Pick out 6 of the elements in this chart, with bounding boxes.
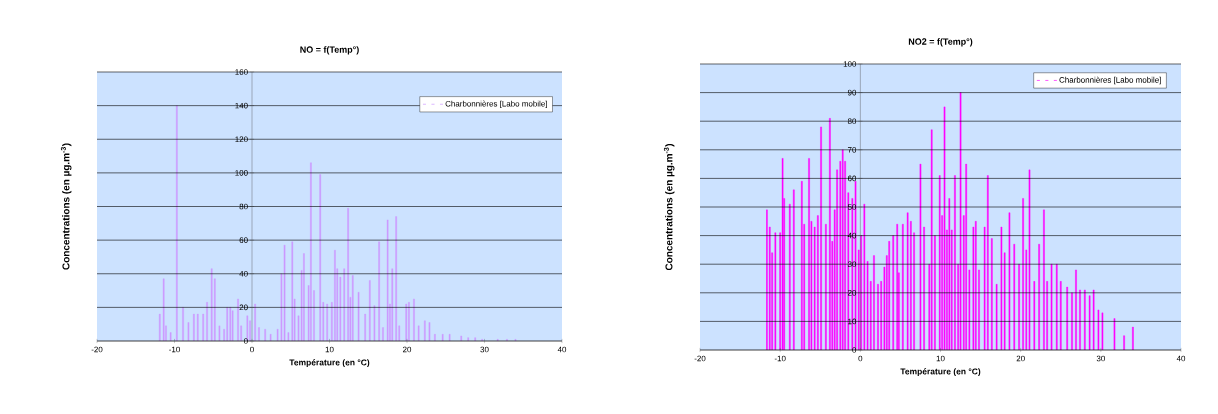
- y-axis-title: Concentrations (en µg.m$^{-3}$): [663, 143, 675, 271]
- chart-title: NO2 = f(Temp°): [908, 38, 973, 47]
- chart-title: NO = f(Temp°): [300, 46, 359, 55]
- y-axis-title: Concentrations (en µg.m$^{-3}$): [60, 143, 72, 270]
- x-axis-title: Température (en °C): [900, 368, 981, 377]
- x-axis-title: Température (en °C): [289, 359, 370, 368]
